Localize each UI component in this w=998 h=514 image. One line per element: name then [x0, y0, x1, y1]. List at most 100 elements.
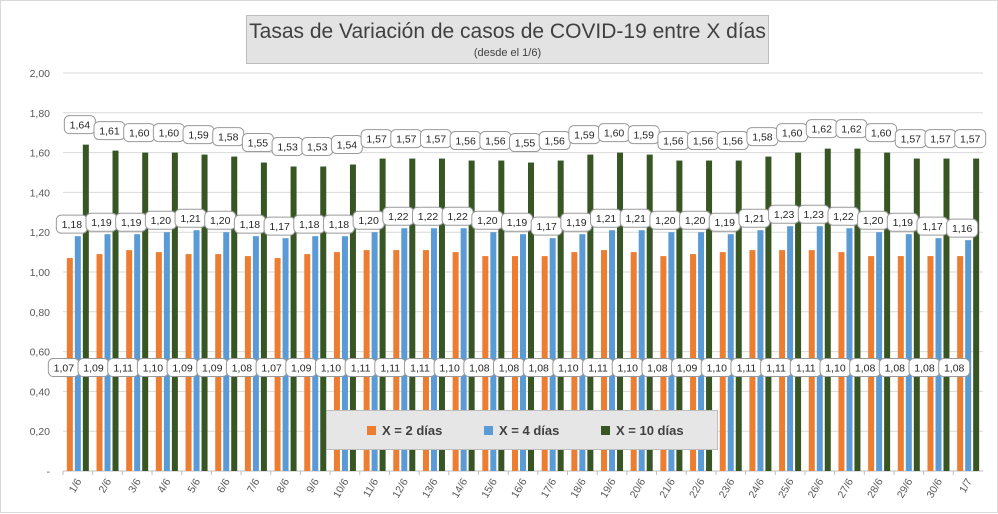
- data-label-text: 1,17: [536, 221, 557, 233]
- data-label-x2: 1,11: [582, 358, 615, 378]
- legend-swatch-x4: [484, 426, 493, 435]
- data-label-x2: 1,08: [908, 358, 941, 378]
- data-label-text: 1,20: [685, 215, 706, 227]
- data-label-x10: 1,57: [954, 129, 987, 149]
- x-tick-label: 23/6: [717, 476, 738, 500]
- data-label-x4: 1,19: [501, 212, 533, 232]
- data-label-x4: 1,19: [115, 212, 148, 232]
- data-label-text: 1,08: [469, 363, 490, 375]
- data-label-text: 1,19: [715, 217, 736, 229]
- bar-x4: [74, 236, 81, 471]
- bar-x10: [320, 166, 327, 471]
- x-tick-label: 20/6: [628, 476, 649, 500]
- data-label-x2: 1,10: [136, 358, 169, 378]
- bar-x4: [846, 228, 853, 471]
- data-label-text: 1,17: [269, 221, 290, 233]
- bar-x10: [795, 152, 802, 471]
- data-label-text: 1,20: [477, 215, 498, 227]
- x-tick-label: 18/6: [568, 476, 589, 500]
- y-tick-label: 0,80: [30, 307, 51, 319]
- x-tick-label: 3/6: [126, 476, 144, 495]
- data-label-x2: 1,08: [463, 358, 496, 378]
- chart-title-box: Tasas de Variación de casos de COVID-19 …: [246, 15, 769, 64]
- data-label-x10: 1,59: [568, 125, 601, 145]
- bar-x4: [609, 230, 616, 471]
- data-label-x10: 1,57: [360, 129, 393, 149]
- bar-x10: [468, 160, 475, 471]
- data-label-text: 1,09: [83, 363, 104, 375]
- x-tick-label: 25/6: [776, 476, 797, 500]
- data-label-x4: 1,21: [619, 208, 652, 228]
- data-label-text: 1,08: [855, 363, 876, 375]
- data-label-text: 1,60: [782, 128, 803, 140]
- data-label-box: [938, 358, 971, 378]
- data-label-text: 1,11: [410, 363, 430, 375]
- data-label-x4: 1,17: [530, 216, 563, 236]
- data-label-text: 1,09: [172, 363, 193, 375]
- x-tick-label: 10/6: [331, 476, 352, 500]
- data-label-text: 1,54: [337, 140, 358, 152]
- bar-x10: [82, 144, 89, 471]
- data-label-text: 1,10: [825, 363, 846, 375]
- data-label-x10: 1,59: [182, 125, 215, 145]
- data-label-x10: 1,62: [805, 119, 838, 139]
- data-label-text: 1,22: [447, 211, 468, 223]
- legend-label-x4: X = 4 días: [499, 423, 560, 438]
- data-label-text: 1,08: [232, 363, 253, 375]
- data-label-x2: 1,08: [878, 358, 911, 378]
- data-label-x2: 1,10: [552, 358, 585, 378]
- data-label-text: 1,57: [426, 134, 447, 146]
- chart-subtitle: (desde el 1/6): [473, 47, 542, 59]
- data-label-x2: 1,08: [522, 358, 555, 378]
- data-label-x10: 1,58: [746, 127, 779, 147]
- data-label-x2: 1,10: [819, 358, 852, 378]
- bar-x4: [876, 232, 883, 471]
- data-label-text: 1,17: [922, 221, 943, 233]
- x-tick-label: 7/6: [245, 476, 263, 495]
- data-label-text: 1,55: [515, 138, 536, 150]
- chart-legend: X = 2 días X = 4 días X = 10 días: [326, 410, 718, 450]
- bar-x4: [816, 226, 823, 471]
- data-label-text: 1,08: [647, 363, 668, 375]
- data-label-text: 1,11: [796, 363, 816, 375]
- data-label-x10: 1,61: [93, 121, 126, 141]
- data-label-x2: 1,10: [314, 358, 347, 378]
- bar-x10: [884, 152, 891, 471]
- data-label-x2: 1,08: [641, 358, 674, 378]
- data-label-text: 1,22: [388, 211, 409, 223]
- bar-x4: [312, 236, 319, 471]
- legend-swatch-x2: [367, 426, 376, 435]
- data-label-text: 1,57: [396, 134, 417, 146]
- bar-x10: [231, 156, 238, 471]
- legend-item-x4: X = 4 días: [484, 423, 559, 438]
- bar-x4: [579, 234, 586, 471]
- data-label-text: 1,19: [121, 217, 142, 229]
- bar-x4: [460, 228, 467, 471]
- data-label-text: 1,56: [485, 136, 506, 148]
- data-label-x10: 1,58: [212, 127, 245, 147]
- data-label-x10: 1,54: [330, 135, 363, 155]
- data-label-x10: 1,60: [598, 123, 631, 143]
- data-label-text: 1,64: [70, 120, 91, 132]
- x-tick-label: 12/6: [390, 476, 411, 500]
- data-label-x10: 1,60: [776, 123, 809, 143]
- data-label-x2: 1,09: [196, 358, 229, 378]
- data-label-x2: 1,07: [255, 358, 288, 378]
- data-label-x4: 1,19: [708, 212, 741, 232]
- legend-item-x2: X = 2 días: [367, 423, 442, 438]
- bar-x10: [409, 158, 416, 471]
- data-label-text: 1,19: [566, 217, 587, 229]
- data-label-text: 1,07: [261, 363, 282, 375]
- data-label-text: 1,23: [804, 209, 825, 221]
- data-label-x4: 1,22: [827, 206, 860, 226]
- data-label-x10: 1,56: [479, 131, 512, 151]
- data-label-text: 1,22: [418, 211, 439, 223]
- bar-x4: [252, 236, 259, 471]
- legend-swatch-x10: [601, 426, 610, 435]
- data-label-text: 1,56: [693, 136, 714, 148]
- data-label-x4: 1,20: [204, 210, 237, 230]
- data-label-x4: 1,17: [916, 216, 949, 236]
- data-label-x4: 1,16: [946, 218, 979, 238]
- x-tick-label: 9/6: [304, 476, 322, 495]
